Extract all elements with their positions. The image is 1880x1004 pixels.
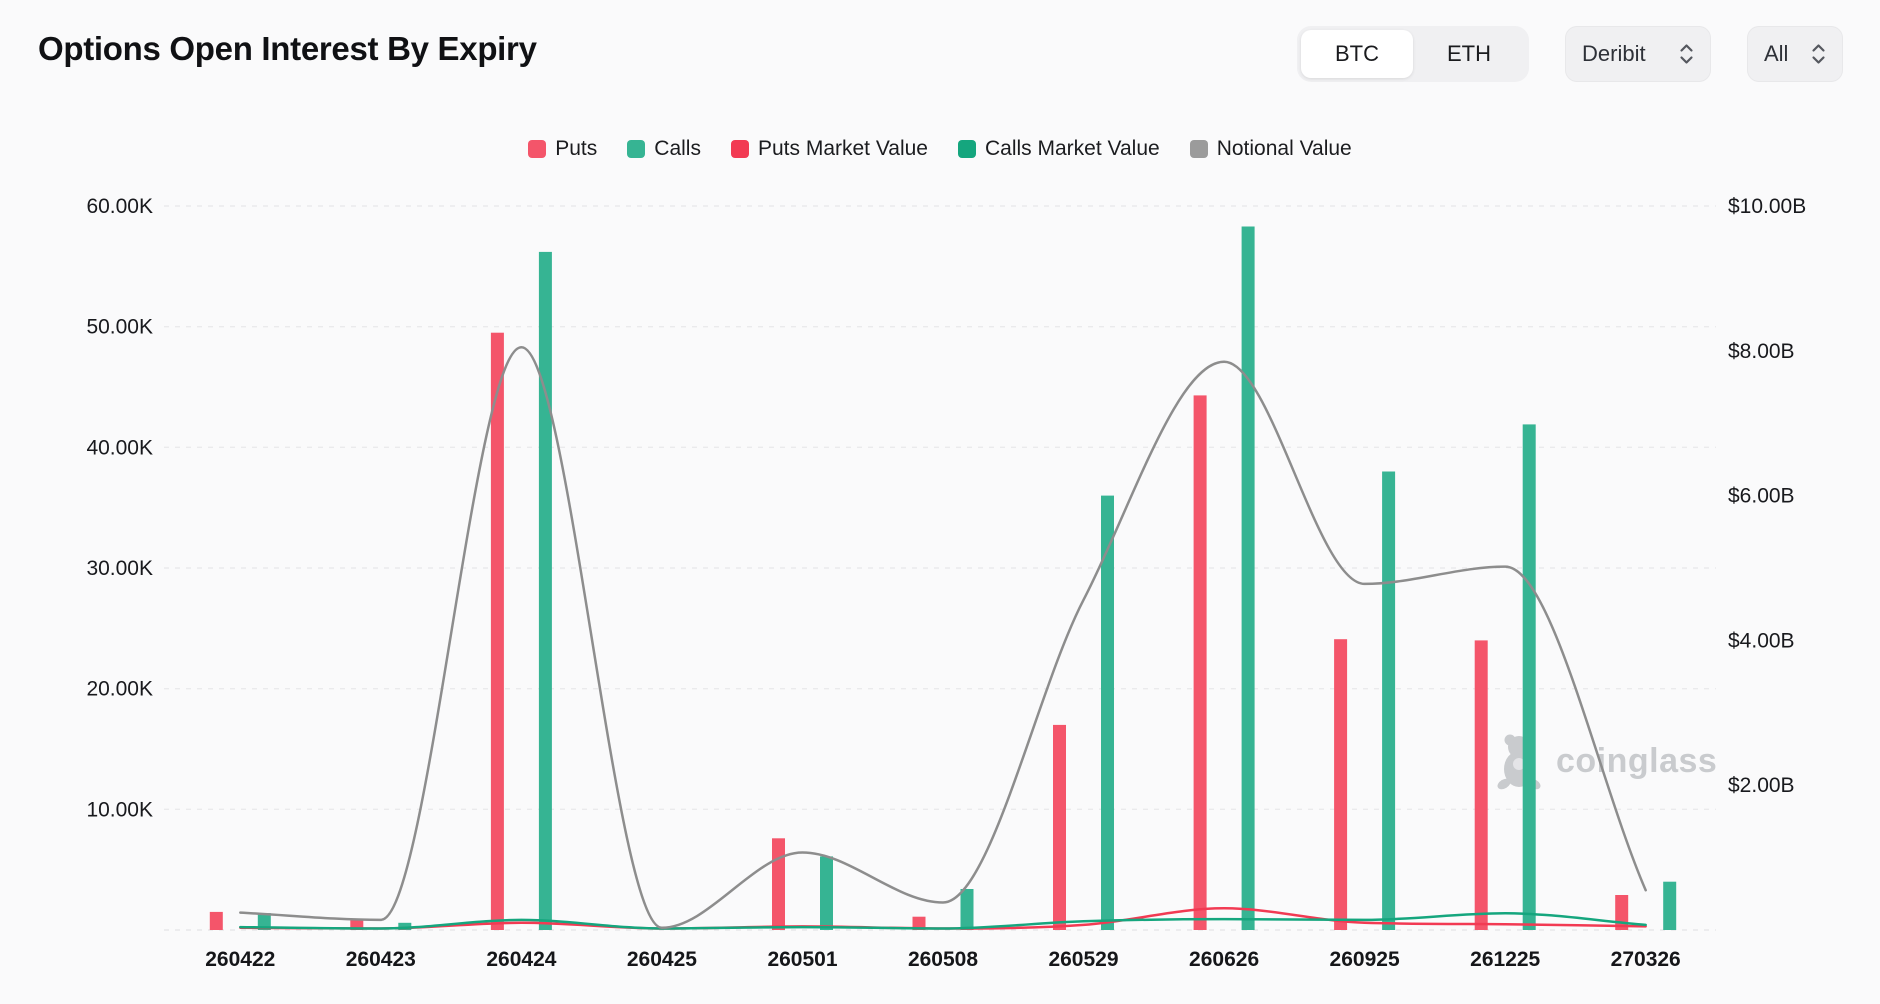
calls-bar-260508[interactable] [960, 889, 974, 930]
updown-chevron-icon [1812, 44, 1825, 64]
right-axis-tick: $2.00B [1728, 774, 1795, 797]
timerange-select[interactable]: All [1747, 26, 1843, 82]
puts-bar-260626[interactable] [1193, 395, 1207, 930]
calls-bar-260424[interactable] [538, 251, 552, 930]
timerange-select-value: All [1764, 41, 1789, 66]
legend-swatch-calls [627, 140, 646, 158]
legend-label: Puts [555, 137, 598, 160]
chart-controls: BTC ETH Deribit All [1297, 26, 1843, 82]
calls-bar-270326[interactable] [1663, 881, 1677, 930]
chart-header: Options Open Interest By Expiry BTC ETH … [0, 0, 1880, 110]
legend-swatch-notional-value [1189, 140, 1208, 158]
puts-bar-260529[interactable] [1053, 724, 1066, 930]
puts-bar-260925[interactable] [1334, 639, 1348, 930]
x-axis-labels: 260422 260423 260424 260425 260501 260508 2605… [205, 948, 1680, 971]
puts-bar-260424[interactable] [490, 332, 504, 930]
exchange-select[interactable]: Deribit [1565, 26, 1711, 82]
x-axis-label-260529: 260529 [1048, 948, 1118, 971]
legend-swatch-puts-market-value [730, 140, 749, 158]
x-axis-label-260925: 260925 [1330, 948, 1400, 971]
puts-bar-261225[interactable] [1474, 640, 1488, 930]
puts-bars [209, 332, 1629, 930]
x-axis-label-260425: 260425 [627, 948, 697, 971]
calls-bar-260501[interactable] [820, 856, 833, 930]
left-axis-tick: 60.00K [86, 195, 153, 218]
asset-toggle-eth[interactable]: ETH [1413, 30, 1525, 78]
left-axis-tick: 10.00K [86, 798, 153, 821]
puts-market-value-line[interactable] [239, 907, 1647, 930]
coinglass-watermark: coinglass [1492, 728, 1717, 794]
legend-swatch-calls-market-value [958, 140, 976, 158]
calls-market-value-line[interactable] [239, 912, 1647, 930]
x-axis-label-260626: 260626 [1189, 948, 1259, 971]
right-axis-tick: $10.00B [1728, 195, 1806, 218]
legend-item-calls[interactable]: Calls [627, 137, 701, 161]
x-axis-label-260501: 260501 [767, 948, 837, 971]
right-axis-labels: $10.00B $8.00B $6.00B $4.00B $2.00B [1728, 195, 1806, 797]
notional-value-line[interactable] [239, 345, 1647, 930]
chart-legend: Puts Calls Puts Market Value Calls Market V… [0, 134, 1880, 164]
legend-label: Calls [654, 137, 701, 160]
calls-bar-260529[interactable] [1101, 495, 1114, 930]
watermark-text: coinglass [1556, 741, 1718, 780]
calls-bar-260626[interactable] [1241, 226, 1255, 931]
legend-label: Calls Market Value [985, 137, 1160, 160]
updown-chevron-icon [1680, 44, 1693, 64]
x-axis-label-261225: 261225 [1470, 948, 1540, 971]
right-axis-tick: $4.00B [1728, 629, 1795, 652]
calls-bar-260422[interactable] [257, 913, 271, 930]
calls-bars [257, 226, 1677, 931]
left-axis-labels: 60.00K 50.00K 40.00K 30.00K 20.00K 10.00K [86, 195, 153, 821]
puts-bar-260423[interactable] [350, 920, 364, 930]
puts-bar-260508[interactable] [912, 916, 926, 930]
calls-bar-260423[interactable] [398, 922, 412, 930]
asset-toggle-btc[interactable]: BTC [1301, 30, 1413, 78]
legend-item-puts[interactable]: Puts [528, 137, 597, 161]
legend-item-puts-market-value[interactable]: Puts Market Value [730, 137, 928, 161]
puts-bar-260422[interactable] [209, 911, 223, 930]
left-axis-tick: 30.00K [86, 557, 153, 580]
left-axis-tick: 20.00K [86, 678, 153, 701]
calls-bar-261225[interactable] [1522, 424, 1536, 930]
legend-label: Puts Market Value [757, 137, 928, 160]
left-axis-tick: 40.00K [86, 436, 153, 459]
legend-item-calls-market-value[interactable]: Calls Market Value [958, 137, 1160, 161]
left-axis-tick: 50.00K [86, 316, 153, 339]
x-axis-label-260424: 260424 [486, 948, 556, 971]
legend-label: Notional Value [1216, 137, 1352, 160]
x-axis-label-270326: 270326 [1611, 948, 1681, 971]
calls-bar-260925[interactable] [1382, 471, 1396, 931]
right-axis-tick: $8.00B [1728, 340, 1795, 363]
page-title: Options Open Interest By Expiry [38, 30, 537, 67]
legend-item-notional-value[interactable]: Notional Value [1189, 137, 1352, 161]
x-axis-label-260422: 260422 [205, 948, 275, 971]
x-axis-label-260423: 260423 [346, 948, 416, 971]
right-axis-tick: $6.00B [1728, 485, 1795, 508]
puts-bar-260501[interactable] [772, 838, 785, 930]
legend-swatch-puts [528, 140, 547, 158]
x-axis-label-260508: 260508 [908, 948, 978, 971]
exchange-select-value: Deribit [1582, 41, 1646, 66]
asset-toggle: BTC ETH [1297, 26, 1529, 82]
